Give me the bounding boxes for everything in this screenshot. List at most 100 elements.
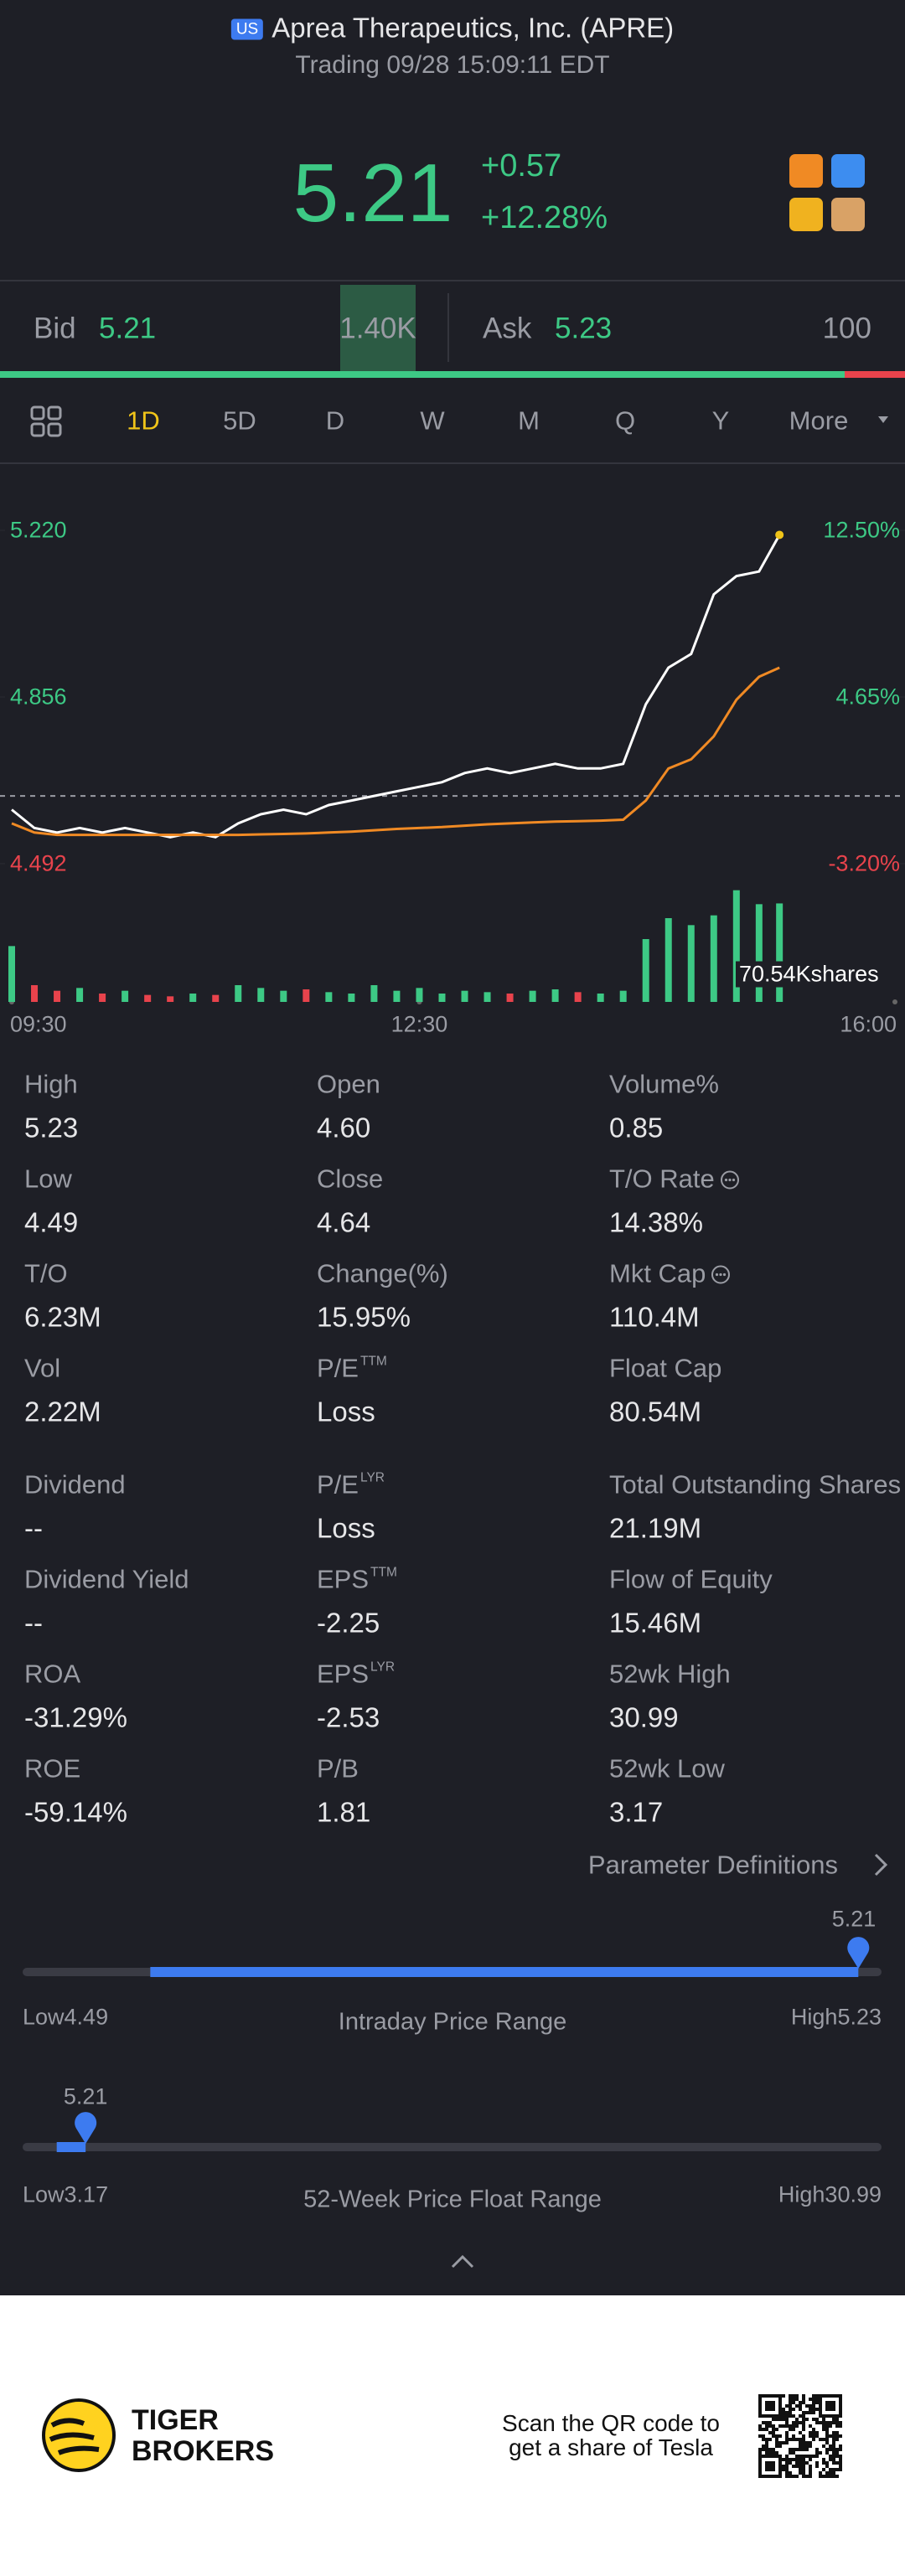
stat-label-text: Vol [24,1353,61,1383]
qr-cell [802,2448,805,2451]
qr-cell [802,2421,805,2424]
y2-tick-label: -3.20% [828,850,900,876]
brand: TIGER [132,2404,219,2436]
qr-cell [792,2438,795,2441]
qr-cell [775,2428,778,2431]
qr-cell [775,2434,778,2438]
qr-cell [792,2394,795,2398]
qr-cell [782,2441,785,2444]
qr-cell [832,2471,835,2475]
qr-cell [758,2448,762,2451]
stat-label: EPS LYR [317,1660,396,1686]
qr-cell [782,2408,785,2411]
stat-label-text: T/O [24,1258,68,1288]
qr-cell [812,2431,815,2434]
range-high: High30.99 [778,2181,882,2207]
stat-label-text: Mkt Cap [609,1258,706,1288]
qr-cell [812,2411,815,2414]
collapse[interactable] [451,2254,474,2269]
tab[interactable]: D [325,405,345,436]
tab[interactable]: W [420,405,445,436]
feature-icons[interactable] [789,154,865,231]
chevron[interactable] [874,1853,888,1877]
qr-cell [835,2438,839,2441]
qr-cell [839,2465,842,2468]
qr-cell [825,2431,829,2434]
qr-cell [762,2448,765,2451]
stat-label: Dividend [24,1472,126,1498]
qr-cell [789,2438,792,2441]
qr-cell [799,2404,802,2408]
info-icon[interactable] [720,1170,740,1190]
qr-cell [815,2451,819,2455]
qr-cell [829,2471,832,2475]
qr-cell [785,2424,789,2428]
stat-value: 3.17 [609,1796,664,1828]
stat-value: -2.53 [317,1701,380,1733]
qr-cell [765,2451,768,2455]
x-tick-label: 09:30 [10,1011,67,1037]
stat-value: 80.54M [609,1396,702,1427]
qr-cell [795,2418,799,2421]
tab[interactable]: More [789,405,849,436]
qr-cell [768,2448,772,2451]
tab[interactable]: Q [614,405,636,436]
qr-finder [819,2394,842,2418]
qr-cell [799,2431,802,2434]
qr-cell [802,2444,805,2448]
qr-cell [815,2421,819,2424]
qr-cell [839,2455,842,2458]
volume-bar [189,994,197,1002]
volume-bar [280,990,287,1002]
qr-cell [825,2424,829,2428]
qr-cell [822,2444,825,2448]
qr-cell [815,2398,819,2401]
qr-cell [789,2414,792,2418]
qr-cell [789,2408,792,2411]
stat-label: Flow of Equity [609,1567,773,1593]
qr-cell [839,2421,842,2424]
qr-cell [835,2421,839,2424]
stat-value: 14.38% [609,1206,703,1238]
qr-cell [835,2434,839,2438]
range-current: 5.21 [63,2083,108,2109]
stat-label-sup: LYR [370,1660,396,1675]
qr-cell [789,2411,792,2414]
info-icon[interactable] [711,1265,731,1285]
qr-cell [825,2475,829,2478]
volume-bar [235,985,242,1002]
qr-cell [809,2404,812,2408]
qr-cell [795,2458,799,2461]
qr-cell [815,2401,819,2404]
qr-cell [785,2438,789,2441]
qr-cell [799,2465,802,2468]
qr-cell [835,2418,839,2421]
qr-cell [822,2418,825,2421]
param-link[interactable]: Parameter Definitions [587,1850,838,1880]
qr-cell [832,2455,835,2458]
stat-label: T/O [24,1261,68,1287]
tab[interactable]: Y [711,405,730,436]
volume-bar [122,990,129,1002]
stat-label: T/O Rate [609,1166,740,1192]
qr-cell [835,2448,839,2451]
range-high-value: 30.99 [825,2181,882,2207]
range-high-value: 5.23 [837,2004,882,2030]
layout-icon[interactable] [30,405,62,437]
stat-label: Close [317,1166,383,1192]
qr-cell [792,2414,795,2418]
qr-text: Scan the QR code to [502,2410,720,2436]
tab[interactable]: 1D [127,405,160,436]
qr-cell [825,2441,829,2444]
qr-cell [832,2431,835,2434]
qr-cell [768,2424,772,2428]
tab[interactable]: M [518,405,540,436]
qr-cell [829,2424,832,2428]
qr-cell [795,2421,799,2424]
stat-label-text: Dividend Yield [24,1564,189,1594]
qr-cell [799,2471,802,2475]
qr-cell [775,2418,778,2421]
tab[interactable]: 5D [223,405,256,436]
range-low-value: 4.49 [64,2004,109,2030]
